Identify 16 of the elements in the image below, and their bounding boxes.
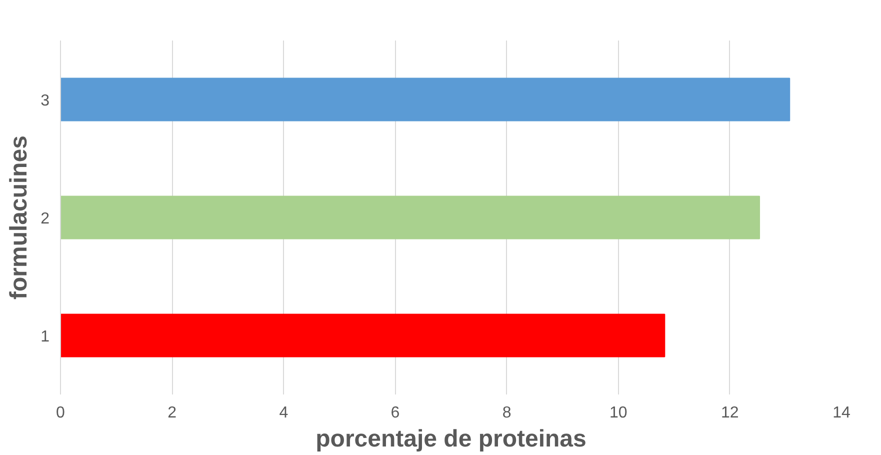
x-tick-label: 4 — [279, 404, 288, 422]
y-tick-label: 3 — [40, 92, 50, 110]
x-tick-label: 14 — [832, 404, 850, 422]
bar — [60, 78, 790, 122]
y-tick-label: 1 — [40, 328, 50, 346]
bar — [60, 314, 666, 358]
x-tick-label: 6 — [390, 404, 400, 422]
x-tick-label: 12 — [721, 404, 739, 422]
x-tick-label: 10 — [609, 404, 628, 422]
x-tick-label: 8 — [502, 404, 512, 422]
y-axis-title: formulacuines — [6, 135, 33, 300]
x-axis-title: porcentaje de proteinas — [316, 426, 586, 452]
bar — [60, 196, 760, 240]
y-tick-label: 2 — [40, 210, 50, 228]
x-tick-label: 2 — [168, 404, 177, 422]
x-tick-label: 0 — [56, 404, 66, 422]
